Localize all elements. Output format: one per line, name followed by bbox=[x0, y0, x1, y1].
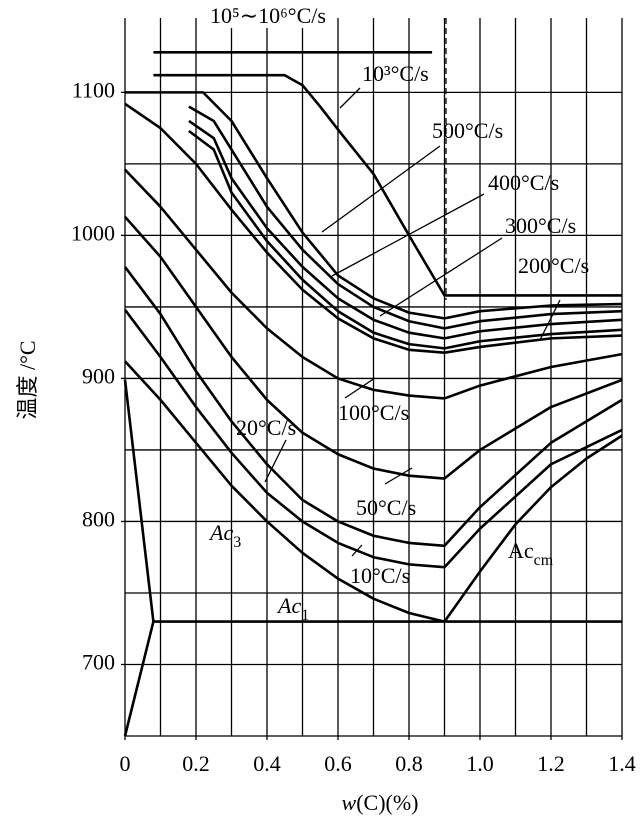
x-tick-label: 1.4 bbox=[608, 751, 636, 776]
leader-line bbox=[331, 193, 485, 277]
curve bbox=[124, 360, 445, 623]
curve-label: 100°C/s bbox=[338, 400, 409, 425]
curve-label: Accm bbox=[508, 538, 554, 569]
curve-label: 10⁵∼10⁶°C/s bbox=[210, 3, 326, 28]
leader-line bbox=[379, 237, 503, 317]
curve bbox=[125, 91, 623, 320]
x-tick-label: 0.2 bbox=[182, 751, 210, 776]
x-tick-label: 1.2 bbox=[537, 751, 565, 776]
curve-label: Ac1 bbox=[276, 593, 309, 624]
curve bbox=[124, 168, 623, 400]
curve bbox=[124, 102, 623, 354]
leader-line bbox=[264, 439, 287, 483]
x-tick-label: 0.8 bbox=[395, 751, 423, 776]
y-tick-label: 900 bbox=[82, 363, 115, 388]
curve-label: 400°C/s bbox=[488, 170, 559, 195]
curve-label: 10³°C/s bbox=[362, 61, 429, 86]
curve-label: 50°C/s bbox=[356, 495, 416, 520]
x-tick-label: 1.0 bbox=[466, 751, 494, 776]
y-axis-label: 温度 /°C bbox=[15, 340, 40, 419]
leader-line bbox=[344, 377, 376, 399]
label-mask bbox=[206, 3, 330, 29]
x-tick-label: 0.4 bbox=[253, 751, 281, 776]
curve-label: 20°C/s bbox=[236, 415, 296, 440]
leader-line bbox=[339, 87, 361, 109]
x-tick-label: 0 bbox=[120, 751, 131, 776]
curve-label: 500°C/s bbox=[432, 118, 503, 143]
x-axis-label: w(C)(%) bbox=[342, 790, 419, 815]
curve-label: 300°C/s bbox=[505, 213, 576, 238]
y-tick-label: 800 bbox=[82, 507, 115, 532]
curve bbox=[188, 105, 623, 330]
curve bbox=[123, 308, 623, 569]
curve bbox=[153, 73, 622, 297]
curve-label: Ac3 bbox=[208, 520, 241, 551]
curve-label: 200°C/s bbox=[518, 253, 589, 278]
curve-label: 10°C/s bbox=[350, 563, 410, 588]
curve bbox=[123, 379, 155, 737]
y-tick-label: 1100 bbox=[72, 77, 115, 102]
curve bbox=[123, 266, 623, 548]
x-tick-label: 0.6 bbox=[324, 751, 352, 776]
curve bbox=[188, 129, 623, 350]
y-tick-label: 700 bbox=[82, 650, 115, 675]
leader-line bbox=[384, 467, 413, 485]
leader-line bbox=[321, 145, 441, 233]
curve bbox=[188, 119, 623, 340]
y-tick-label: 1000 bbox=[71, 220, 115, 245]
leader-line bbox=[539, 299, 561, 341]
curve bbox=[124, 215, 623, 480]
curve bbox=[443, 434, 623, 623]
leader-line bbox=[351, 544, 363, 557]
